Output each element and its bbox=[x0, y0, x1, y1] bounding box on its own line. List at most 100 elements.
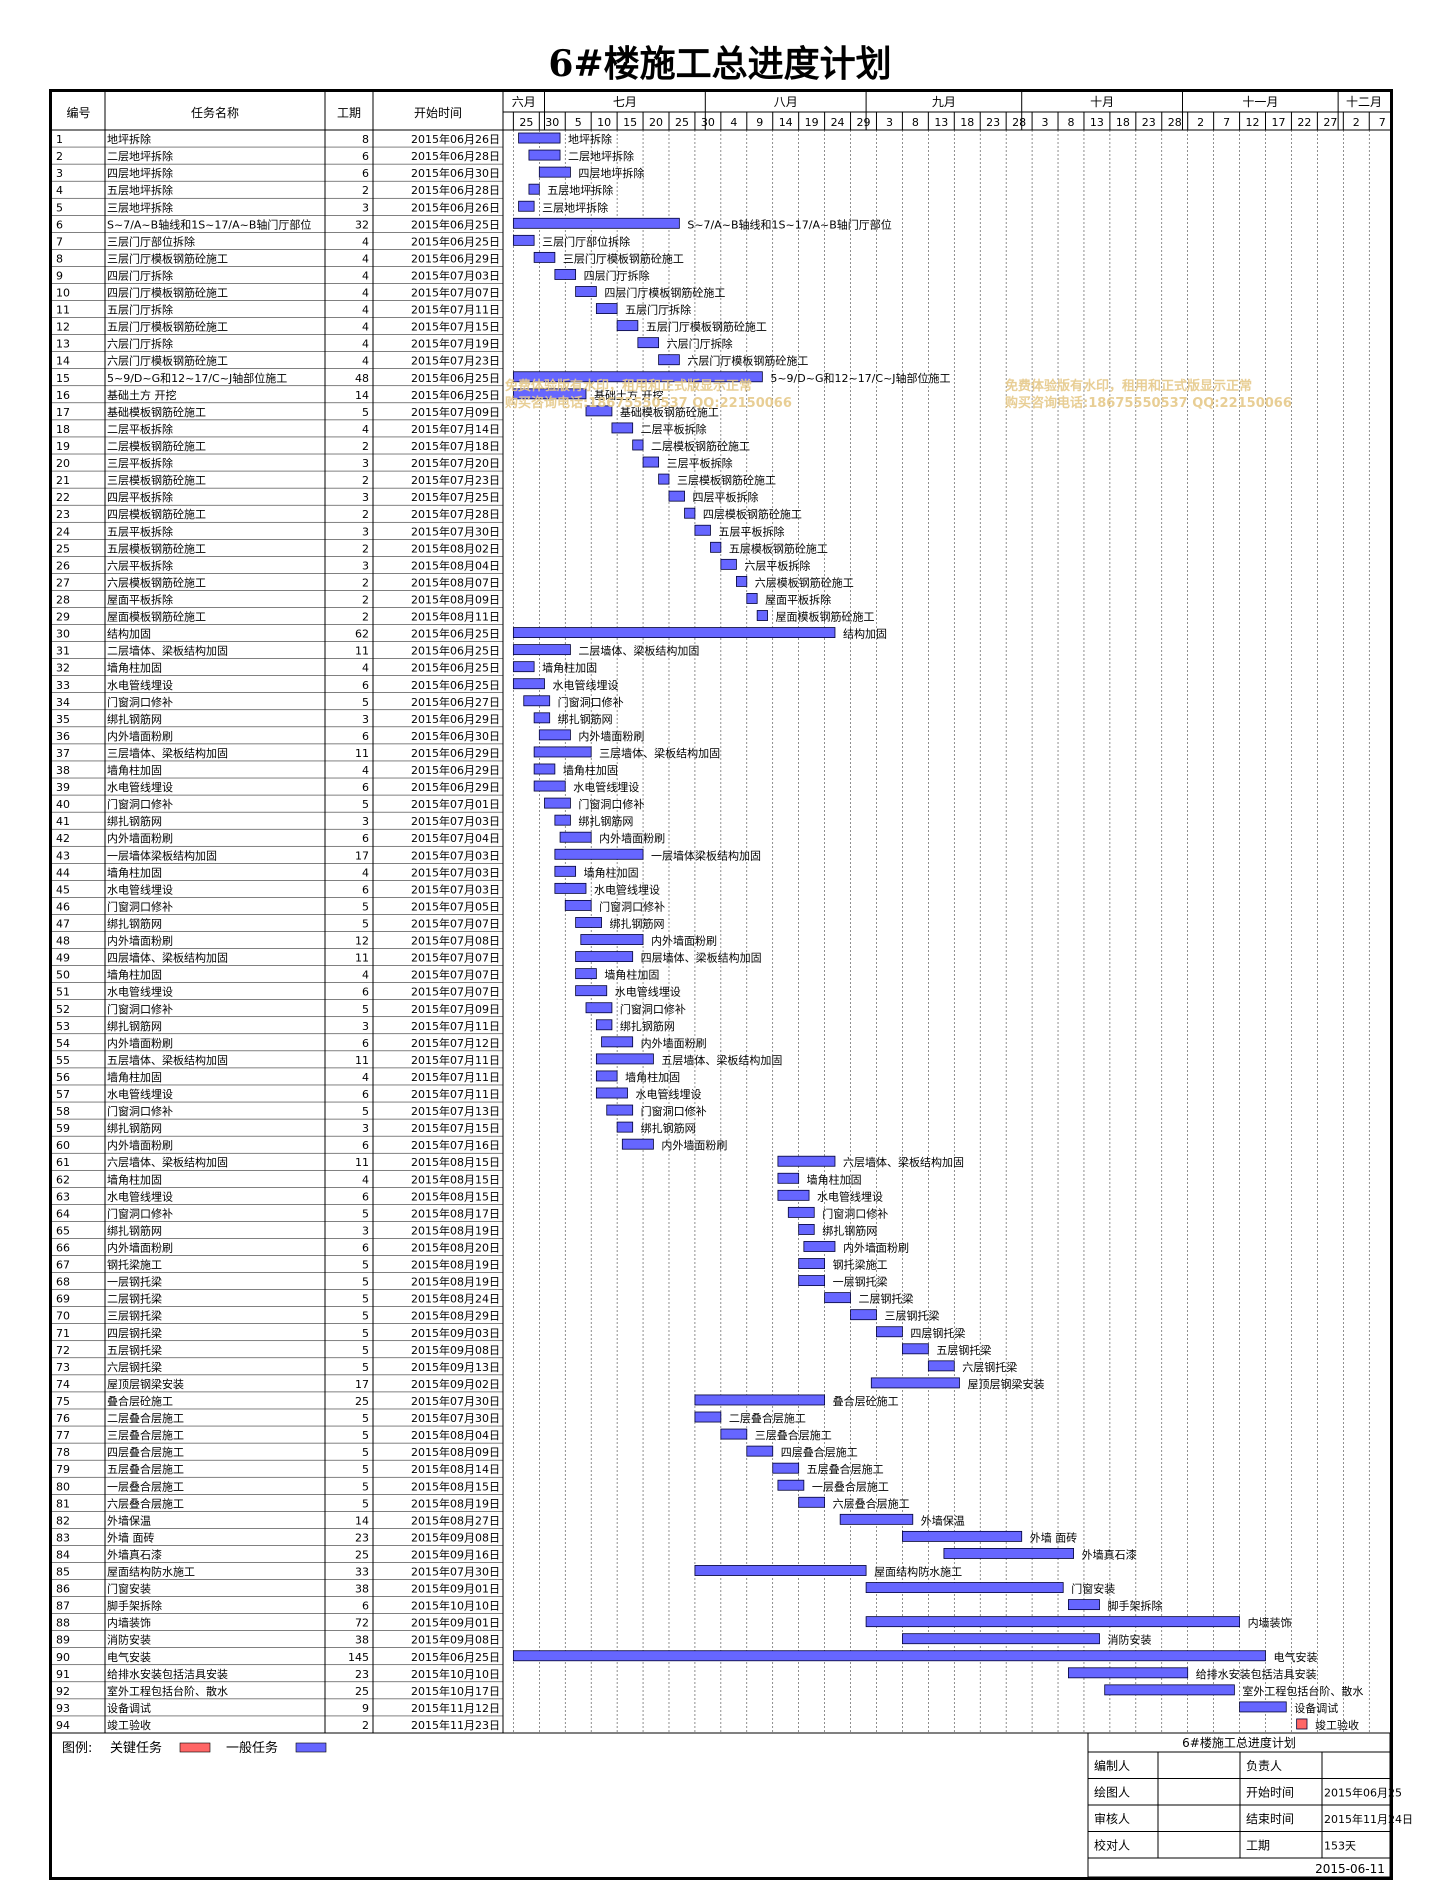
task-bar-label: 五层平板拆除 bbox=[718, 524, 784, 538]
task-id: 76 bbox=[56, 1412, 70, 1425]
task-bar-label: 三层墙体、梁板结构加固 bbox=[599, 746, 720, 760]
task-name: 三层模板钢筋砼施工 bbox=[107, 473, 206, 487]
task-duration: 11 bbox=[355, 645, 369, 658]
day-label: 8 bbox=[1067, 116, 1074, 129]
task-duration: 11 bbox=[355, 747, 369, 760]
task-start: 2015年10月10日 bbox=[411, 1667, 500, 1681]
legend-label: 图例: bbox=[62, 1741, 92, 1756]
task-name: 六层模板钢筋砼施工 bbox=[107, 575, 206, 589]
task-duration: 4 bbox=[362, 269, 369, 282]
task-bar-label: 消防安装 bbox=[1108, 1633, 1152, 1647]
task-id: 63 bbox=[56, 1190, 70, 1203]
task-name: 门窗洞口修补 bbox=[107, 695, 173, 709]
task-bar-label: 六层墙体、梁板结构加固 bbox=[843, 1155, 964, 1169]
day-label: 9 bbox=[756, 116, 763, 129]
task-bar bbox=[694, 524, 711, 536]
task-name: 内外墙面粉刷 bbox=[107, 831, 173, 845]
task-bar bbox=[850, 1309, 877, 1321]
task-id: 45 bbox=[56, 883, 70, 896]
task-bar bbox=[611, 422, 634, 434]
task-duration: 23 bbox=[355, 1531, 369, 1544]
task-name: 门窗洞口修补 bbox=[107, 1104, 173, 1118]
task-bar bbox=[554, 814, 571, 826]
task-bar-label: 门窗洞口修补 bbox=[620, 1002, 686, 1016]
task-id: 94 bbox=[56, 1719, 70, 1732]
task-id: 43 bbox=[56, 849, 70, 862]
task-bar-label: 三层钢托梁 bbox=[884, 1309, 939, 1323]
task-bar bbox=[554, 848, 644, 860]
day-label: 25 bbox=[675, 116, 689, 129]
task-start: 2015年09月08日 bbox=[411, 1633, 500, 1647]
task-name: 内墙装饰 bbox=[107, 1616, 151, 1630]
task-start: 2015年07月30日 bbox=[411, 1565, 500, 1579]
day-label: 7 bbox=[1223, 116, 1230, 129]
task-start: 2015年07月18日 bbox=[411, 439, 500, 453]
task-bar bbox=[658, 354, 680, 366]
task-start: 2015年06月29日 bbox=[411, 251, 500, 265]
day-label: 3 bbox=[886, 116, 893, 129]
task-id: 1 bbox=[56, 133, 63, 146]
task-id: 47 bbox=[56, 918, 70, 931]
task-start: 2015年08月17日 bbox=[411, 1206, 500, 1220]
task-id: 80 bbox=[56, 1480, 70, 1493]
task-start: 2015年07月11日 bbox=[411, 1053, 500, 1067]
task-bar bbox=[533, 712, 551, 724]
task-start: 2015年07月11日 bbox=[411, 1019, 500, 1033]
task-id: 44 bbox=[56, 866, 70, 879]
day-label: 14 bbox=[779, 116, 793, 129]
task-start: 2015年06月29日 bbox=[411, 746, 500, 760]
task-start: 2015年07月13日 bbox=[411, 1104, 500, 1118]
task-start: 2015年08月15日 bbox=[411, 1172, 500, 1186]
month-label: 六月 bbox=[512, 95, 536, 109]
task-bar-label: 外墙 面砖 bbox=[1030, 1530, 1078, 1544]
task-id: 20 bbox=[56, 457, 70, 470]
task-duration: 2 bbox=[362, 474, 369, 487]
task-duration: 6 bbox=[362, 1600, 369, 1613]
task-bar-label: 五层门厅拆除 bbox=[625, 303, 691, 317]
day-label: 28 bbox=[1168, 116, 1182, 129]
month-label: 十月 bbox=[1090, 95, 1114, 109]
task-duration: 5 bbox=[362, 1497, 369, 1510]
task-duration: 5 bbox=[362, 1463, 369, 1476]
task-name: 绑扎钢筋网 bbox=[107, 917, 162, 931]
task-bar bbox=[798, 1496, 826, 1508]
task-start: 2015年08月09日 bbox=[411, 592, 500, 606]
task-start: 2015年07月09日 bbox=[411, 405, 500, 419]
task-duration: 2 bbox=[362, 184, 369, 197]
task-bar-label: 二层平板拆除 bbox=[641, 422, 707, 436]
task-bar bbox=[865, 1582, 1064, 1593]
task-duration: 3 bbox=[362, 1122, 369, 1135]
task-start: 2015年08月19日 bbox=[411, 1223, 500, 1237]
task-bar bbox=[798, 1224, 815, 1235]
task-duration: 48 bbox=[355, 372, 369, 385]
task-bar bbox=[684, 507, 696, 519]
task-start: 2015年07月11日 bbox=[411, 1070, 500, 1084]
task-id: 3 bbox=[56, 167, 63, 180]
task-start: 2015年07月16日 bbox=[411, 1138, 500, 1152]
task-name: 五层门厅拆除 bbox=[107, 303, 173, 317]
task-start: 2015年06月30日 bbox=[411, 166, 500, 180]
task-duration: 4 bbox=[362, 355, 369, 368]
task-bar-label: 四层门厅模板钢筋砼施工 bbox=[604, 286, 725, 300]
task-bar bbox=[736, 575, 748, 587]
info-cell: 绘图人 bbox=[1094, 1785, 1130, 1800]
gantt-frame bbox=[49, 89, 1393, 1880]
task-bar bbox=[554, 865, 577, 877]
task-bar-label: 三层模板钢筋砼施工 bbox=[677, 473, 776, 487]
task-bar bbox=[595, 303, 618, 314]
task-id: 73 bbox=[56, 1361, 70, 1374]
task-start: 2015年07月04日 bbox=[411, 831, 500, 845]
task-bar bbox=[658, 473, 670, 485]
task-id: 42 bbox=[56, 832, 70, 845]
task-start: 2015年06月30日 bbox=[411, 729, 500, 743]
day-label: 27 bbox=[1323, 116, 1337, 129]
task-name: 水电管线埋设 bbox=[107, 882, 173, 896]
task-id: 22 bbox=[56, 491, 70, 504]
task-bar-label: 内外墙面粉刷 bbox=[578, 729, 644, 743]
task-name: 给排水安装包括洁具安装 bbox=[107, 1667, 228, 1681]
task-start: 2015年07月03日 bbox=[411, 882, 500, 896]
task-bar-label: 一层叠合层施工 bbox=[812, 1479, 889, 1493]
task-bar-label: 绑扎钢筋网 bbox=[822, 1223, 877, 1237]
task-name: 5~9/D~G和12~17/C~J轴部位施工 bbox=[107, 371, 287, 385]
task-bar bbox=[538, 166, 571, 178]
